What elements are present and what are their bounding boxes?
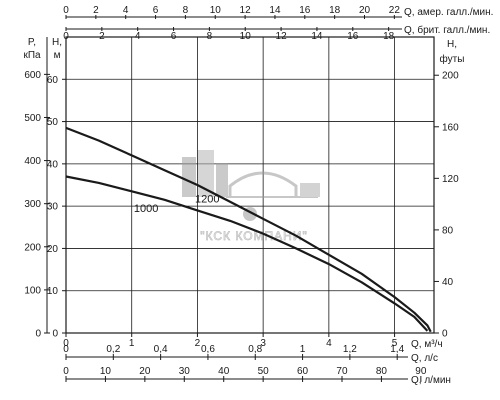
aux-top-tick-label: 16 [347,31,359,42]
aux-top-tick-label: 20 [359,5,371,16]
aux-bottom-tick-label: 0,6 [201,344,215,355]
aux-top-tick-label: 6 [171,31,177,42]
x-main-tick-label: 4 [326,338,332,349]
aux-bottom-tick-label: 80 [376,366,388,377]
x-main-axis-label: Q, м³/ч [411,339,443,350]
curve-1000 [65,175,429,332]
x-main-tick-label: 3 [260,338,266,349]
aux-top-tick-label: 22 [389,5,401,16]
pressure-tick-label: 0 [35,329,41,340]
head-axis-label: H, [52,37,62,48]
feet-tick-label: 80 [442,225,454,236]
aux-top-tick-label: 18 [329,5,341,16]
aux-bottom-tick-label: 0 [63,344,69,355]
pressure-tick-label: 600 [24,70,41,81]
aux-top-tick-label: 8 [207,31,213,42]
aux-top-axis-label: Q, брит. галл./мин. [404,24,490,36]
pressure-tick-label: 300 [24,199,41,210]
y-main-tick-label: 40 [47,159,59,170]
feet-axis-label: H, [447,39,457,50]
watermark: "КСК КОМПАНИ" [182,150,320,243]
y-main-tick-label: 20 [47,244,59,255]
aux-bottom-tick-label: 0,2 [106,344,120,355]
aux-bottom-tick-label: 40 [218,366,230,377]
pressure-tick-label: 400 [24,156,41,167]
aux-top-tick-label: 10 [210,5,222,16]
aux-top-tick-label: 12 [240,5,252,16]
curves [65,126,432,333]
curve-label-1000: 1000 [134,203,158,215]
aux-top-tick-label: 4 [135,31,141,42]
aux-top-tick-label: 14 [311,31,323,42]
feet-tick-label: 0 [442,329,448,340]
aux-bottom-tick-label: 70 [336,366,348,377]
y-main-tick-label: 0 [52,329,58,340]
feet-tick-label: 120 [442,174,459,185]
aux-bottom-axis-label: Q, л/мин [411,375,451,386]
y-main-tick-label: 60 [47,75,59,86]
aux-bottom-tick-label: 0 [63,366,69,377]
pressure-tick-label: 100 [24,285,41,296]
aux-bottom-tick-label: 0,4 [154,344,168,355]
pressure-axis-unit: кПа [23,50,41,61]
aux-bottom-tick-label: 1,4 [390,344,404,355]
watermark-text: "КСК КОМПАНИ" [200,229,307,243]
aux-top-tick-label: 6 [153,5,159,16]
feet-tick-label: 40 [442,277,454,288]
aux-top-tick-label: 16 [299,5,311,16]
feet-tick-label: 160 [442,122,459,133]
aux-top-tick-label: 14 [269,5,281,16]
aux-bottom-tick-label: 30 [179,366,191,377]
aux-top-tick-label: 10 [240,31,252,42]
y-main-tick-label: 30 [47,202,59,213]
feet-tick-label: 200 [442,71,459,82]
pressure-axis-label: P, [28,37,36,48]
aux-top-tick-label: 0 [63,5,69,16]
aux-top-tick-label: 12 [276,31,288,42]
aux-top-tick-label: 2 [93,5,99,16]
aux-top-tick-label: 2 [99,31,105,42]
curve-label-1200: 1200 [195,194,219,206]
plot-frame [65,36,435,334]
head-axis-unit: м [54,50,61,61]
aux-bottom-tick-label: 1 [300,344,306,355]
x-main-tick-label: 0 [63,338,69,349]
pressure-tick-label: 200 [24,242,41,253]
y-main-tick-label: 10 [47,286,59,297]
aux-bottom-tick-label: 60 [297,366,309,377]
aux-bottom-tick-label: 1,2 [343,344,357,355]
curve-1200 [65,126,432,333]
feet-axis-unit: футы [440,53,465,65]
aux-bottom-axis-label: Q, л/с [411,353,438,364]
aux-top-tick-label: 4 [123,5,129,16]
aux-top-axis-label: Q, амер. галл./мин. [404,7,493,18]
aux-top-tick-label: 18 [383,31,395,42]
x-main-tick-label: 1 [129,338,135,349]
axis-labels: 0 1 2 3 4 501020304050600100200300400500600P,… [23,5,493,386]
aux-bottom-tick-label: 50 [258,366,270,377]
aux-bottom-tick-label: 20 [139,366,151,377]
grid [44,15,439,382]
aux-bottom-tick-label: 0,8 [248,344,262,355]
x-main-tick-label: 5 [392,338,398,349]
watermark-logo [182,150,320,221]
y-main-tick-label: 50 [47,117,59,128]
aux-bottom-tick-label: 90 [415,366,427,377]
aux-top-tick-label: 8 [183,5,189,16]
aux-top-tick-label: 0 [63,31,69,42]
aux-bottom-tick-label: 10 [100,366,112,377]
pressure-tick-label: 500 [24,113,41,124]
x-main-tick-label: 2 [195,338,201,349]
